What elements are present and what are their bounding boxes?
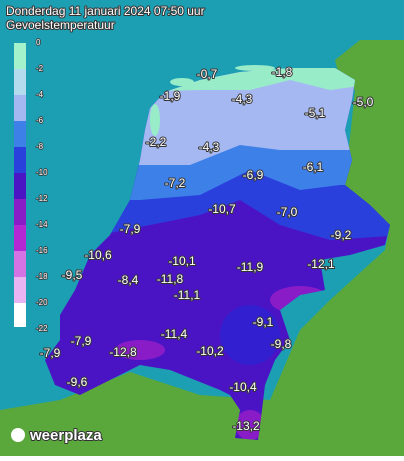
station-value: -10,2 bbox=[196, 344, 224, 358]
station-value: -11,9 bbox=[237, 260, 264, 274]
station-value: -6,1 bbox=[303, 160, 324, 174]
station-value: -4,3 bbox=[199, 140, 220, 154]
station-value: -9,8 bbox=[271, 337, 292, 351]
island bbox=[150, 104, 160, 136]
station-value: -7,9 bbox=[40, 346, 61, 360]
station-value: -12,1 bbox=[307, 257, 335, 271]
station-value: -8,4 bbox=[118, 273, 139, 287]
legend-label: -12 bbox=[36, 194, 48, 203]
legend-bar bbox=[14, 43, 26, 327]
legend-label: 0 bbox=[36, 38, 41, 47]
station-value: -6,9 bbox=[243, 168, 264, 182]
station-value: -9,5 bbox=[62, 268, 83, 282]
station-value: -7,9 bbox=[120, 222, 141, 236]
station-value: -11,8 bbox=[157, 272, 184, 286]
station-value: -0,7 bbox=[197, 67, 218, 81]
legend-label: -4 bbox=[36, 90, 44, 99]
station-value: -10,1 bbox=[168, 254, 196, 268]
land bbox=[0, 40, 404, 456]
legend-label: -14 bbox=[36, 220, 48, 229]
logo-icon bbox=[11, 428, 25, 442]
station-value: -9,1 bbox=[253, 315, 274, 329]
legend-label: -8 bbox=[36, 142, 44, 151]
station-value: -9,6 bbox=[67, 375, 88, 389]
island bbox=[170, 78, 194, 86]
station-value: -5,0 bbox=[353, 95, 374, 109]
title: Donderdag 11 januari 2024 07:50 uur bbox=[6, 4, 205, 18]
station-value: -10,6 bbox=[84, 248, 112, 262]
station-value: -13,2 bbox=[232, 419, 260, 433]
legend-label: -18 bbox=[36, 272, 48, 281]
station-value: -11,1 bbox=[174, 288, 201, 302]
station-value: -10,4 bbox=[229, 380, 257, 394]
station-value: -2,2 bbox=[146, 135, 167, 149]
island bbox=[235, 65, 275, 71]
station-value: -7,9 bbox=[71, 334, 92, 348]
station-value: -10,7 bbox=[208, 202, 236, 216]
station-value: -1,8 bbox=[272, 65, 293, 79]
station-value: -5,1 bbox=[305, 106, 326, 120]
legend-label: -22 bbox=[36, 324, 48, 333]
legend-label: -20 bbox=[36, 298, 48, 307]
legend-label: -6 bbox=[36, 116, 44, 125]
station-value: -1,9 bbox=[160, 89, 181, 103]
station-value: -9,2 bbox=[331, 228, 352, 242]
legend-label: -16 bbox=[36, 246, 48, 255]
legend-label: -2 bbox=[36, 64, 44, 73]
station-value: -7,0 bbox=[277, 205, 298, 219]
station-value: -4,3 bbox=[232, 92, 253, 106]
subtitle: Gevoelstemperatuur bbox=[6, 18, 115, 32]
station-value: -11,4 bbox=[161, 327, 188, 341]
logo: weerplaza bbox=[29, 427, 102, 444]
station-value: -12,8 bbox=[109, 345, 137, 359]
station-value: -7,2 bbox=[165, 176, 186, 190]
legend-label: -10 bbox=[36, 168, 48, 177]
